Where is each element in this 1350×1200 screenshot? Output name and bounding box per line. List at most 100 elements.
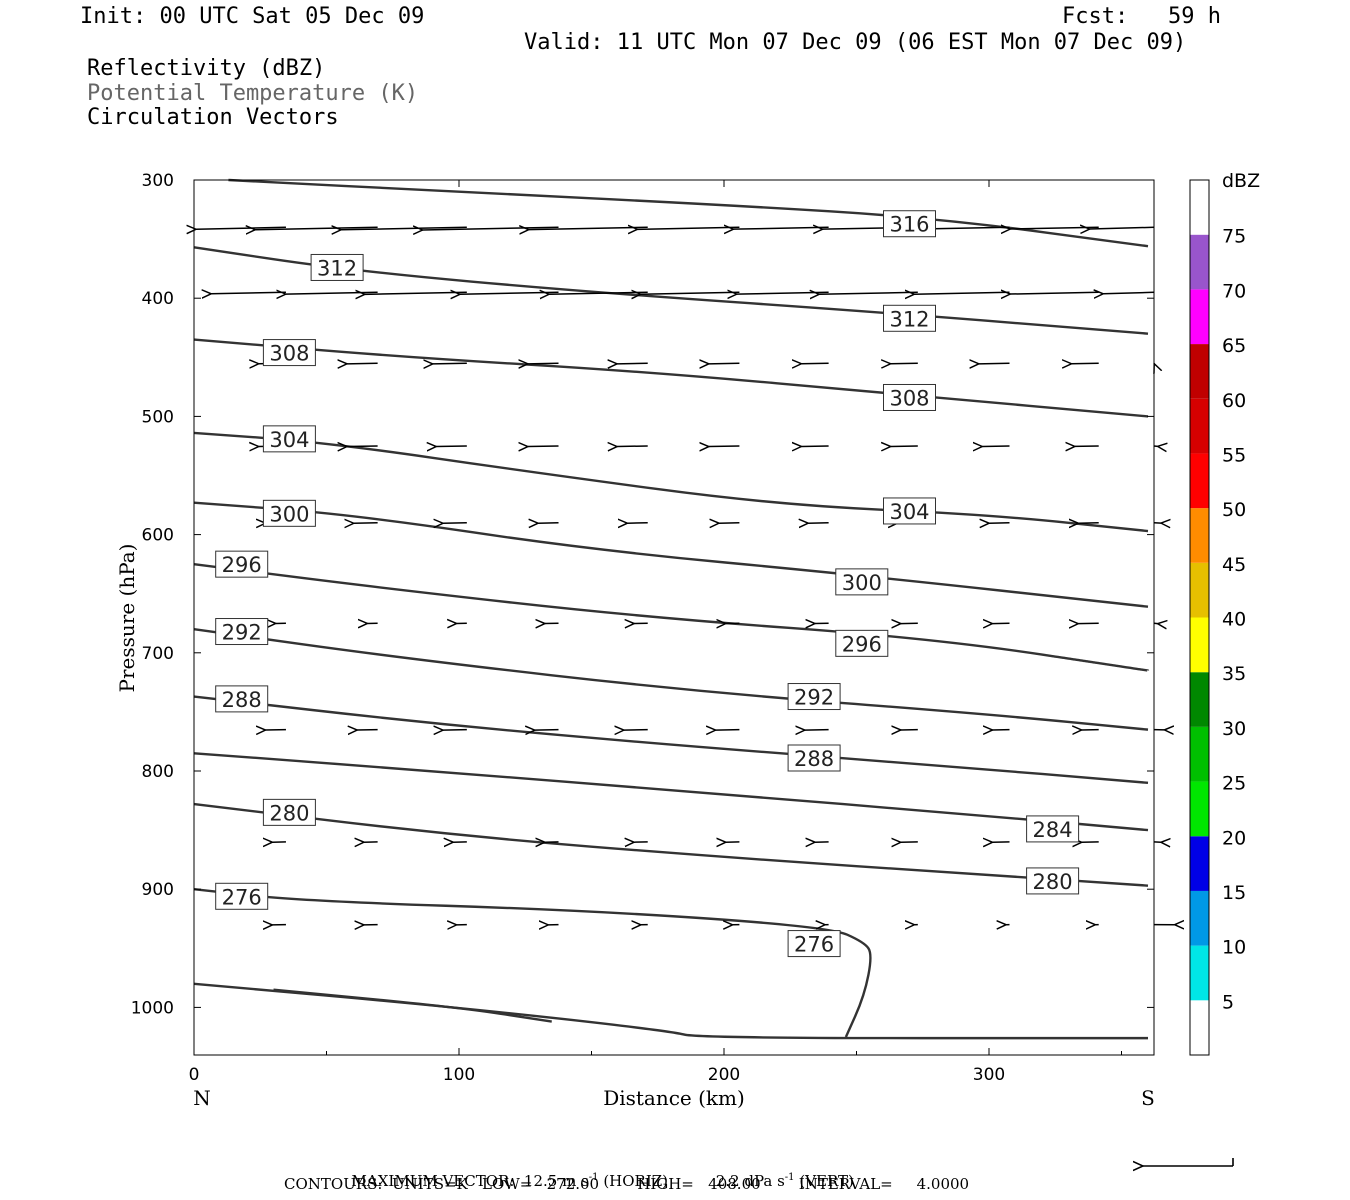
y-tick-label: 900 bbox=[142, 880, 174, 900]
wind-vector bbox=[1090, 227, 1155, 229]
contour-label-292: 292 bbox=[787, 683, 841, 711]
contour-label-280: 280 bbox=[262, 798, 316, 826]
theta-contours bbox=[193, 178, 1149, 1040]
contour-label-box bbox=[883, 304, 936, 332]
wind-vector bbox=[365, 292, 467, 294]
colorbar-label: 40 bbox=[1222, 609, 1246, 631]
contour-label-box bbox=[262, 339, 316, 367]
contour-label-308: 308 bbox=[883, 383, 936, 411]
colorbar-frame bbox=[1189, 179, 1210, 1056]
circulation-vectors bbox=[196, 227, 1175, 925]
contour-info: CONTOURS: UNITS=K LOW= 272.00 HIGH= 408.… bbox=[284, 1175, 970, 1193]
axes: 300 400 500 600 700 800 900 1000 0 100 200 300 Dista… bbox=[115, 171, 1155, 1110]
contour-label-text: 296 bbox=[222, 553, 262, 577]
theta-contour-316 bbox=[228, 178, 1149, 248]
south-label: S bbox=[1141, 1086, 1155, 1110]
plot-frame bbox=[193, 179, 1155, 1056]
wind-vector bbox=[641, 292, 740, 294]
contour-label-box bbox=[215, 550, 269, 578]
contour-label-304: 304 bbox=[262, 425, 316, 453]
wind-vector bbox=[255, 227, 378, 229]
contour-label-text: 316 bbox=[889, 213, 929, 237]
contour-label-300: 300 bbox=[835, 568, 889, 596]
y-tick-label: 300 bbox=[142, 171, 174, 191]
forecast-hour: Fcst: 59 h bbox=[1062, 4, 1221, 29]
colorbar-swatch bbox=[1190, 453, 1209, 509]
colorbar-swatch bbox=[1190, 1000, 1209, 1055]
y-tick-label: 700 bbox=[142, 644, 174, 664]
wind-vector bbox=[528, 446, 559, 447]
theta-contour-284 bbox=[193, 752, 1149, 832]
contour-label-text: 312 bbox=[317, 256, 357, 280]
contour-label-296: 296 bbox=[215, 550, 269, 578]
wind-vector bbox=[196, 227, 286, 229]
colorbar-label: 45 bbox=[1222, 554, 1246, 576]
colorbar-swatch bbox=[1190, 398, 1209, 454]
contour-label-312: 312 bbox=[310, 253, 364, 281]
contour-label-box bbox=[883, 383, 936, 411]
contour-label-text: 288 bbox=[794, 747, 834, 771]
colorbar-label: 70 bbox=[1222, 280, 1246, 302]
colorbar-label: 15 bbox=[1222, 882, 1246, 904]
x-axis-title: Distance (km) bbox=[603, 1086, 745, 1110]
max-vector-label: MAXIMUM VECTOR: 12.5 m s-1 (HORIZ) 2.2 d… bbox=[351, 1172, 854, 1190]
theta-contour-292 bbox=[193, 627, 1149, 731]
contour-label-text: 304 bbox=[889, 500, 929, 524]
contour-label-text: 296 bbox=[842, 632, 882, 656]
contour-label-box bbox=[215, 685, 269, 713]
x-tick-label: 100 bbox=[443, 1065, 475, 1085]
colorbar-label: 30 bbox=[1222, 718, 1246, 740]
colorbar-swatch bbox=[1190, 180, 1209, 235]
wind-vector bbox=[1010, 292, 1099, 294]
theta-contour-labels: 316 312 312 308 308 304 304 300 300 296 296 292 292 2… bbox=[215, 210, 1080, 958]
contour-label-box bbox=[1026, 815, 1080, 843]
wind-vector bbox=[733, 227, 829, 229]
contour-label-box bbox=[835, 629, 889, 657]
wind-vector bbox=[819, 292, 918, 294]
y-tick-label: 500 bbox=[142, 407, 174, 427]
wind-vector bbox=[709, 363, 740, 364]
contour-label-box bbox=[262, 798, 316, 826]
contour-label-box bbox=[883, 210, 936, 238]
y-axis-title: Pressure (hPa) bbox=[115, 544, 139, 693]
contour-label-box bbox=[215, 618, 269, 646]
y-tick-label: 800 bbox=[142, 762, 174, 782]
contour-label-text: 312 bbox=[889, 307, 929, 331]
colorbar-swatch bbox=[1190, 508, 1209, 563]
contour-label-box bbox=[262, 425, 316, 453]
contour-label-text: 304 bbox=[269, 428, 309, 452]
contour-label-text: 308 bbox=[889, 386, 929, 410]
colorbar-swatch bbox=[1190, 726, 1209, 782]
valid-time: Valid: 11 UTC Mon 07 Dec 09 (06 EST Mon … bbox=[524, 30, 1187, 55]
colorbar-swatch bbox=[1190, 781, 1209, 837]
wind-vector bbox=[709, 446, 740, 447]
colorbar-label: 25 bbox=[1222, 773, 1246, 795]
wind-vector bbox=[347, 446, 378, 447]
wind-vector bbox=[737, 292, 829, 294]
contour-label-text: 292 bbox=[222, 621, 262, 645]
colorbar-title: dBZ bbox=[1222, 170, 1260, 192]
contour-label-292: 292 bbox=[215, 618, 269, 646]
theta-contour-272 bbox=[193, 982, 1149, 1040]
contour-label-text: 280 bbox=[1033, 870, 1073, 894]
theta-contour-300 bbox=[193, 501, 1149, 608]
contour-label-text: 280 bbox=[269, 801, 309, 825]
contour-label-text: 276 bbox=[794, 933, 834, 957]
wind-vector bbox=[286, 292, 378, 294]
contour-label-276: 276 bbox=[787, 930, 841, 958]
contour-label-316: 316 bbox=[883, 210, 936, 238]
colorbar-label: 60 bbox=[1222, 390, 1246, 412]
reference-vector bbox=[1143, 1158, 1234, 1166]
wind-vector bbox=[1010, 227, 1099, 229]
theta-contour-280 bbox=[193, 802, 1149, 887]
contour-label-296: 296 bbox=[835, 629, 889, 657]
colorbar-swatch bbox=[1190, 836, 1209, 891]
colorbar-swatch bbox=[1190, 672, 1209, 727]
contour-label-box bbox=[215, 882, 269, 910]
colorbar-label: 55 bbox=[1222, 444, 1246, 466]
north-label: N bbox=[193, 1086, 211, 1110]
theta-contour-304 bbox=[193, 431, 1149, 533]
wind-vector bbox=[617, 446, 648, 447]
init-time: Init: 00 UTC Sat 05 Dec 09 bbox=[80, 4, 425, 29]
contour-label-276: 276 bbox=[215, 882, 269, 910]
